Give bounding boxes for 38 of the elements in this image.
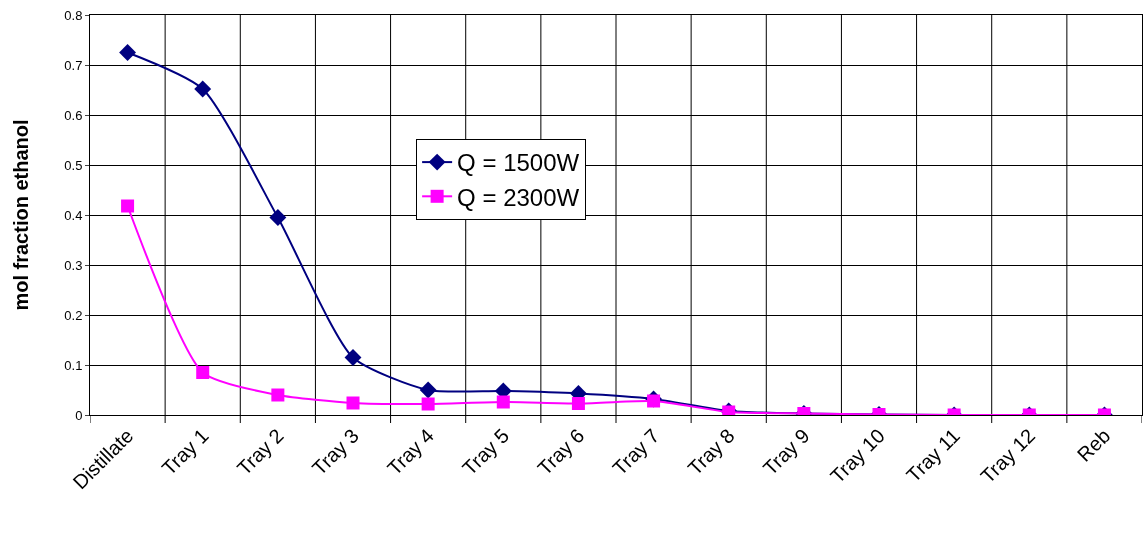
y-tick-label: 0 xyxy=(75,407,83,423)
y-tick-label: 0.1 xyxy=(64,357,83,373)
y-tick-label: 0.8 xyxy=(64,7,83,23)
y-tick-label: 0.5 xyxy=(64,157,83,173)
point xyxy=(271,388,285,402)
x-tick-label: Tray 10 xyxy=(825,424,889,488)
point xyxy=(344,349,362,366)
legend-label: Q = 1500W xyxy=(457,149,580,177)
y-tick-label: 0.4 xyxy=(64,207,83,223)
point xyxy=(119,44,137,61)
point xyxy=(421,397,435,411)
point xyxy=(496,395,510,409)
x-tick-label: Tray 5 xyxy=(458,424,514,480)
point xyxy=(121,199,135,213)
x-tick-label: Tray 7 xyxy=(608,424,664,480)
x-tick-label: Tray 12 xyxy=(976,424,1040,488)
point xyxy=(269,209,287,226)
y-tick-label: 0.7 xyxy=(64,57,83,73)
x-tick-label: Tray 2 xyxy=(232,424,288,480)
legend-label: Q = 2300W xyxy=(457,183,580,211)
x-tick-label: Tray 1 xyxy=(157,424,213,480)
y-tick-label: 0.6 xyxy=(64,107,83,123)
x-tick-label: Tray 4 xyxy=(382,424,439,480)
point xyxy=(647,394,661,408)
y-tick-label: 0.3 xyxy=(64,257,83,273)
x-tick-label: Tray 6 xyxy=(533,424,589,480)
x-tick-label: Reb xyxy=(1072,424,1115,466)
x-tick-label: Tray 3 xyxy=(307,424,363,480)
point xyxy=(346,396,360,410)
y-axis-title: mol fraction ethanol xyxy=(9,119,32,311)
point xyxy=(194,80,212,98)
x-tick-label: Tray 11 xyxy=(902,424,965,487)
x-tick-label: Tray 9 xyxy=(758,424,814,480)
x-tick-label: Tray 8 xyxy=(683,424,739,480)
point xyxy=(196,366,210,379)
y-tick-label: 0.2 xyxy=(64,307,83,323)
point xyxy=(571,397,585,410)
point xyxy=(419,381,437,399)
